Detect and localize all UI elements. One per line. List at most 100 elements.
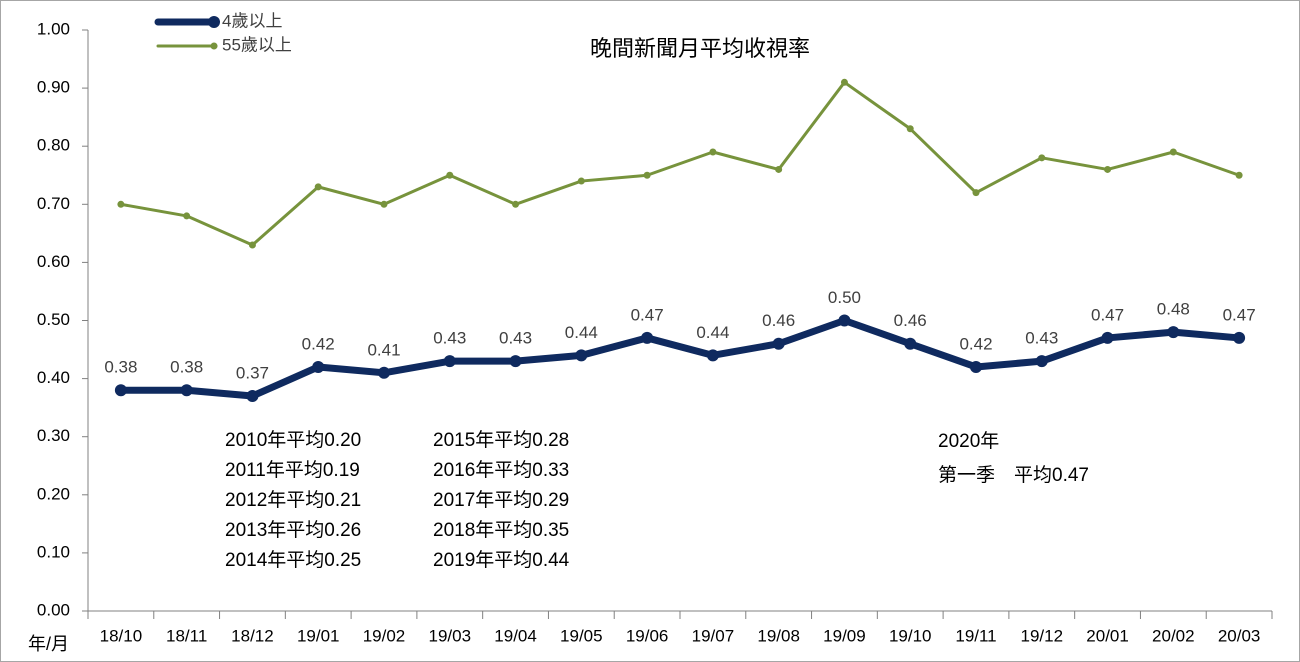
data-label: 0.47 xyxy=(631,305,664,324)
point xyxy=(378,366,390,379)
x-tick-label: 20/02 xyxy=(1152,626,1195,645)
x-tick-label: 19/04 xyxy=(494,626,537,645)
annotation: 2017年平均0.29 xyxy=(433,489,569,511)
data-label: 0.47 xyxy=(1091,305,1124,324)
point xyxy=(180,384,193,397)
x-tick-label: 20/03 xyxy=(1218,626,1261,645)
annotation: 2018年平均0.35 xyxy=(433,519,569,541)
x-tick-label: 19/03 xyxy=(429,626,472,645)
point xyxy=(246,390,259,403)
data-label: 0.37 xyxy=(236,364,269,383)
point xyxy=(643,171,651,179)
point xyxy=(117,200,125,208)
data-label: 0.43 xyxy=(499,329,532,348)
annotation: 2015年平均0.28 xyxy=(433,429,569,451)
point xyxy=(512,200,520,208)
point xyxy=(575,349,588,362)
x-tick-label: 18/12 xyxy=(231,626,274,645)
y-tick-label: 0.40 xyxy=(37,368,70,387)
legend-label: 4歲以上 xyxy=(222,11,282,30)
data-label: 0.42 xyxy=(302,334,335,353)
point xyxy=(248,241,256,249)
annotation: 2012年平均0.21 xyxy=(225,489,361,511)
point xyxy=(1038,154,1046,162)
y-tick-label: 0.30 xyxy=(37,426,70,445)
point xyxy=(380,200,388,208)
y-tick-label: 0.10 xyxy=(37,542,70,561)
x-tick-label: 19/08 xyxy=(757,626,800,645)
data-label: 0.44 xyxy=(696,323,729,342)
point xyxy=(1233,331,1246,344)
x-tick-label: 19/05 xyxy=(560,626,603,645)
data-label: 0.50 xyxy=(828,288,861,307)
point xyxy=(972,189,980,197)
data-label: 0.42 xyxy=(959,334,992,353)
x-tick-label: 18/11 xyxy=(166,626,207,645)
point xyxy=(904,337,917,350)
annotation: 2010年平均0.20 xyxy=(225,429,361,451)
y-tick-label: 0.70 xyxy=(37,194,70,213)
x-tick-label: 19/06 xyxy=(626,626,669,645)
point xyxy=(1035,355,1048,368)
x-tick-label: 19/10 xyxy=(889,626,932,645)
data-label: 0.43 xyxy=(433,329,466,348)
point xyxy=(446,171,454,179)
point xyxy=(1167,326,1180,339)
point xyxy=(443,355,456,368)
y-tick-label: 0.80 xyxy=(37,136,70,155)
point xyxy=(312,360,325,373)
point xyxy=(1101,331,1114,344)
data-label: 0.43 xyxy=(1025,329,1058,348)
point xyxy=(183,212,191,220)
x-tick-label: 19/12 xyxy=(1021,626,1064,645)
data-label: 0.46 xyxy=(894,311,927,330)
point xyxy=(641,331,654,344)
x-tick-label: 19/01 xyxy=(297,626,340,645)
point xyxy=(970,360,982,373)
y-tick-label: 0.00 xyxy=(37,600,70,619)
y-tick-label: 0.90 xyxy=(37,78,70,97)
point xyxy=(114,384,127,397)
point xyxy=(1104,165,1112,173)
point xyxy=(706,349,719,362)
annotation: 2014年平均0.25 xyxy=(225,549,361,571)
point xyxy=(577,177,585,185)
point xyxy=(1235,171,1243,179)
data-label: 0.47 xyxy=(1223,305,1256,324)
annotation: 2019年平均0.44 xyxy=(433,549,570,571)
point xyxy=(772,337,785,350)
data-label: 0.41 xyxy=(367,340,400,359)
x-tick-label: 19/02 xyxy=(363,626,406,645)
legend-marker xyxy=(210,42,218,50)
point xyxy=(840,78,848,86)
legend-marker xyxy=(208,16,220,28)
data-label: 0.44 xyxy=(565,323,598,342)
data-label: 0.38 xyxy=(170,358,203,377)
x-tick-label: 18/10 xyxy=(100,626,143,645)
point xyxy=(838,314,851,327)
data-label: 0.48 xyxy=(1157,300,1190,319)
annotation: 2020年 xyxy=(938,430,999,452)
data-label: 0.38 xyxy=(104,358,137,377)
point xyxy=(775,165,783,173)
x-axis-label: 年/月 xyxy=(28,634,69,654)
legend-label: 55歲以上 xyxy=(222,35,292,54)
chart-title: 晚間新聞月平均收視率 xyxy=(590,36,810,61)
series-line xyxy=(120,317,1240,400)
y-tick-label: 0.50 xyxy=(37,310,70,329)
point xyxy=(1169,148,1177,156)
x-tick-label: 19/09 xyxy=(823,626,866,645)
point xyxy=(509,355,522,368)
x-tick-label: 19/11 xyxy=(955,626,996,645)
annotation: 第一季 平均0.47 xyxy=(938,464,1089,486)
annotation: 2016年平均0.33 xyxy=(433,459,569,481)
point xyxy=(314,183,322,191)
x-tick-label: 20/01 xyxy=(1086,626,1129,645)
series-line xyxy=(120,80,1240,247)
y-tick-label: 1.00 xyxy=(37,19,70,38)
annotation: 2011年平均0.19 xyxy=(225,459,360,481)
data-label: 0.46 xyxy=(762,311,795,330)
